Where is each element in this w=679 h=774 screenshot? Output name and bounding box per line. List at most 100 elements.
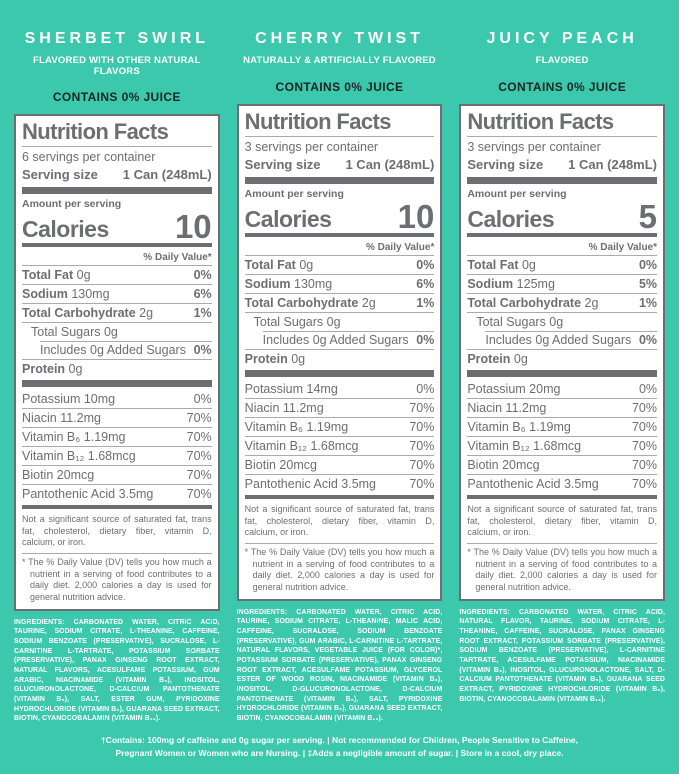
ingredients-text: INGREDIENTS: CARBONATED WATER, CITRIC AC… [14, 618, 220, 723]
flavor-subtitle: NATURALLY & ARTIFICIALLY FLAVORED [243, 55, 436, 66]
thick-divider [22, 187, 212, 194]
servings-per-container: 6 servings per container [22, 150, 156, 164]
nutrient-row-total-fat: Total Fat 0g 0% [244, 255, 435, 274]
medium-divider [244, 233, 435, 237]
vitamin-row-niacin: Niacin 11.2mg 70% [467, 398, 658, 417]
vitamin-row-b6: Vitamin B₆ 1.19mg 70% [467, 417, 658, 436]
medium-divider [22, 243, 212, 247]
not-significant-note: Not a significant source of saturated fa… [244, 501, 435, 545]
nutrient-row-added-sugars: Includes 0g Added Sugars 0% [467, 331, 657, 349]
serving-size-row: Serving size 1 Can (248mL) [245, 155, 435, 175]
vitamin-row-potassium: Potassium 20mg 0% [467, 382, 658, 396]
medium-divider [22, 505, 212, 509]
daily-value-header: % Daily Value* [588, 242, 658, 253]
nutrient-row-protein: Protein 0g [244, 349, 435, 368]
calories-label: Calories [467, 206, 555, 232]
calories-row: Calories 10 [245, 197, 435, 235]
nutrient-row-carbohydrate: Total Carbohydrate 2g 1% [22, 303, 212, 322]
servings-per-container: 3 servings per container [244, 140, 379, 154]
amount-per-serving-label: Amount per serving [244, 188, 344, 200]
vitamin-row-pantothenic: Pantothenic Acid 3.5mg 70% [244, 474, 435, 493]
servings-per-container: 3 servings per container [467, 140, 601, 154]
not-significant-note: Not a significant source of saturated fa… [22, 511, 212, 555]
serving-size-row: Serving size 1 Can (248mL) [22, 165, 212, 185]
vitamin-row-pantothenic: Pantothenic Acid 3.5mg 70% [22, 484, 212, 503]
serving-size-value: 1 Can (248mL) [345, 157, 435, 172]
vitamin-row-biotin: Biotin 20mcg 70% [22, 465, 212, 484]
serving-size-label: Serving size [467, 157, 544, 172]
serving-size-label: Serving size [244, 157, 321, 172]
flavor-columns: SHERBET SWIRL FLAVORED WITH OTHER NATURA… [14, 30, 666, 724]
not-significant-note: Not a significant source of saturated fa… [467, 501, 658, 545]
nutrient-row-sodium: Sodium 130mg 6% [244, 274, 435, 293]
flavor-subtitle: FLAVORED WITH OTHER NATURAL FLAVORS [33, 55, 201, 77]
calories-row: Calories 10 [22, 207, 212, 245]
daily-value-footnote: * The % Daily Value (DV) tells you how m… [467, 547, 658, 593]
calories-value: 10 [397, 197, 435, 235]
vitamin-row-b12: Vitamin B₁₂ 1.68mcg 70% [244, 436, 435, 455]
nutrient-row-added-sugars: Includes 0g Added Sugars 0% [22, 341, 212, 359]
vitamin-row-niacin: Niacin 11.2mg 70% [22, 408, 212, 427]
vitamin-row-b12: Vitamin B₁₂ 1.68mcg 70% [22, 446, 212, 465]
nutrition-facts-label: Nutrition Facts 3 servings per container… [236, 104, 443, 601]
nutrient-row-carbohydrate: Total Carbohydrate 2g 1% [244, 293, 435, 312]
ingredients-text: INGREDIENTS: CARBONATED WATER, CITRIC AC… [236, 608, 443, 723]
vitamin-row-biotin: Biotin 20mcg 70% [244, 455, 435, 474]
calories-value: 10 [174, 207, 212, 245]
daily-value-footnote: * The % Daily Value (DV) tells you how m… [244, 547, 435, 593]
medium-divider [467, 233, 658, 237]
juice-claim: CONTAINS 0% JUICE [275, 80, 404, 94]
nutrition-facts-title: Nutrition Facts [22, 119, 212, 147]
vitamin-row-b12: Vitamin B₁₂ 1.68mcg 70% [467, 436, 658, 455]
nutrient-row-total-fat: Total Fat 0g 0% [22, 265, 212, 284]
serving-size-row: Serving size 1 Can (248mL) [467, 155, 657, 175]
vitamin-row-pantothenic: Pantothenic Acid 3.5mg 70% [467, 474, 658, 493]
thick-divider [244, 177, 435, 184]
nutrient-row-added-sugars: Includes 0g Added Sugars 0% [245, 331, 434, 349]
nutrient-row-total-fat: Total Fat 0g 0% [467, 255, 658, 274]
flavor-name: SHERBET SWIRL [24, 30, 210, 47]
vitamin-row-niacin: Niacin 11.2mg 70% [244, 398, 435, 417]
juice-claim: CONTAINS 0% JUICE [52, 90, 181, 104]
calories-label: Calories [22, 216, 109, 242]
nutrient-row-total-sugars: Total Sugars 0g [244, 312, 435, 331]
juice-claim: CONTAINS 0% JUICE [498, 80, 627, 94]
flavor-column-sherbet-swirl: SHERBET SWIRL FLAVORED WITH OTHER NATURA… [14, 30, 220, 724]
flavor-column-juicy-peach: JUICY PEACH FLAVORED CONTAINS 0% JUICE N… [459, 30, 666, 724]
vitamin-row-biotin: Biotin 20mcg 70% [467, 455, 658, 474]
nutrient-row-protein: Protein 0g [22, 359, 212, 378]
daily-value-header: % Daily Value* [365, 242, 435, 253]
nutrient-row-carbohydrate: Total Carbohydrate 2g 1% [467, 293, 658, 312]
footer-line-2: Pregnant Women or Women who are Nursing.… [115, 748, 564, 759]
nutrient-row-total-sugars: Total Sugars 0g [22, 322, 212, 341]
thick-divider [467, 177, 658, 184]
nutrient-row-sodium: Sodium 130mg 6% [22, 284, 212, 303]
daily-value-header: % Daily Value* [143, 252, 212, 263]
calories-row: Calories 5 [467, 197, 658, 235]
nutrient-row-total-sugars: Total Sugars 0g [467, 312, 658, 331]
vitamin-row-potassium: Potassium 10mg 0% [22, 392, 212, 406]
vitamin-row-b6: Vitamin B₆ 1.19mg 70% [22, 427, 212, 446]
nutrition-facts-title: Nutrition Facts [244, 109, 435, 137]
nutrient-row-protein: Protein 0g [467, 349, 658, 368]
nutrition-facts-label: Nutrition Facts 6 servings per container… [14, 114, 220, 611]
serving-size-value: 1 Can (248mL) [568, 157, 658, 172]
flavor-name: CHERRY TWIST [255, 30, 424, 47]
caffeine-warning-footer: †Contains: 100mg of caffeine and 0g suga… [0, 724, 679, 774]
flavor-column-cherry-twist: CHERRY TWIST NATURALLY & ARTIFICIALLY FL… [236, 30, 443, 724]
flavor-subtitle: FLAVORED [535, 55, 589, 66]
amount-per-serving-label: Amount per serving [22, 198, 122, 210]
footer-line-1: †Contains: 100mg of caffeine and 0g suga… [100, 735, 579, 746]
thick-divider [22, 380, 212, 387]
ingredients-text: INGREDIENTS: CARBONATED WATER, CITRIC AC… [459, 608, 666, 703]
flavor-name: JUICY PEACH [486, 30, 638, 47]
thick-divider [467, 370, 658, 377]
daily-value-footnote: * The % Daily Value (DV) tells you how m… [22, 557, 212, 603]
nutrition-facts-label: Nutrition Facts 3 servings per container… [459, 104, 666, 601]
vitamin-row-b6: Vitamin B₆ 1.19mg 70% [244, 417, 435, 436]
medium-divider [244, 495, 435, 499]
calories-value: 5 [638, 197, 658, 235]
vitamin-row-potassium: Potassium 14mg 0% [244, 382, 435, 396]
nutrient-row-sodium: Sodium 125mg 5% [467, 274, 658, 293]
thick-divider [244, 370, 435, 377]
